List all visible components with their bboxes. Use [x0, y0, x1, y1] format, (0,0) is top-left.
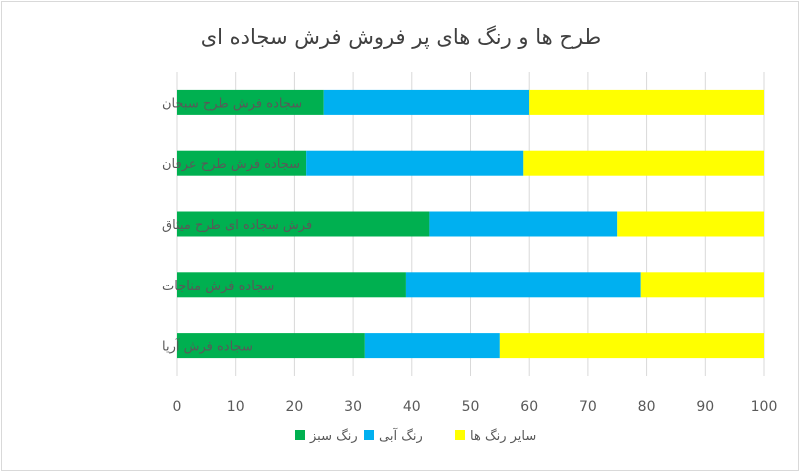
x-tick-label: 0	[173, 399, 182, 415]
x-tick-label: 60	[520, 399, 538, 415]
bar-segment	[323, 89, 530, 115]
category-label: سجاده فرش طرح عرفان	[162, 157, 300, 172]
bar-segment	[529, 89, 764, 115]
category-label: سجاده فرش مناجات	[162, 279, 274, 294]
bar-segment	[405, 272, 641, 298]
x-tick-label: 40	[403, 399, 421, 415]
legend-label: رنگ آبی	[379, 427, 423, 444]
bar-segment	[523, 150, 764, 176]
bar-segment	[177, 272, 406, 298]
bar-segment	[177, 89, 324, 115]
bar-segment	[177, 150, 307, 176]
x-tick-label: 20	[285, 399, 303, 415]
bar-segment	[364, 333, 500, 359]
category-label: فرش سجاده ای طرح میثاق	[162, 218, 312, 233]
legend-label: رنگ سبز	[309, 428, 358, 444]
bars	[177, 89, 764, 359]
x-tick-labels: 0 10 20 30 40 50 60 70 80 90 100	[173, 399, 778, 415]
category-label: سجاده فرش طرح سبحان	[162, 96, 302, 111]
category-label: سجاده فرش آریا	[162, 338, 253, 355]
chart-title: طرح ها و رنگ های پر فروش فرش سجاده ای	[201, 25, 602, 49]
bar-segment	[617, 211, 764, 237]
x-tick-label: 90	[696, 399, 714, 415]
x-tick-label: 80	[638, 399, 656, 415]
x-tick-label: 50	[462, 399, 480, 415]
bar-segment	[177, 211, 430, 237]
bar-segment	[306, 150, 524, 176]
x-tick-label: 100	[751, 399, 778, 415]
legend: رنگ سبز رنگ آبی سایر رنگ ها	[295, 427, 536, 444]
bar-segment	[429, 211, 618, 237]
x-tick-label: 30	[344, 399, 362, 415]
x-tick-label: 70	[579, 399, 597, 415]
bar-segment	[499, 333, 764, 359]
legend-label: سایر رنگ ها	[470, 428, 536, 444]
legend-swatch	[455, 430, 465, 440]
x-tick-label: 10	[227, 399, 245, 415]
legend-swatch	[364, 430, 374, 440]
bar-segment	[640, 272, 764, 298]
legend-swatch	[295, 430, 305, 440]
category-labels: سجاده فرش طرح سبحان سجاده فرش طرح عرفان فر…	[162, 96, 312, 354]
bar-segment	[177, 333, 365, 359]
